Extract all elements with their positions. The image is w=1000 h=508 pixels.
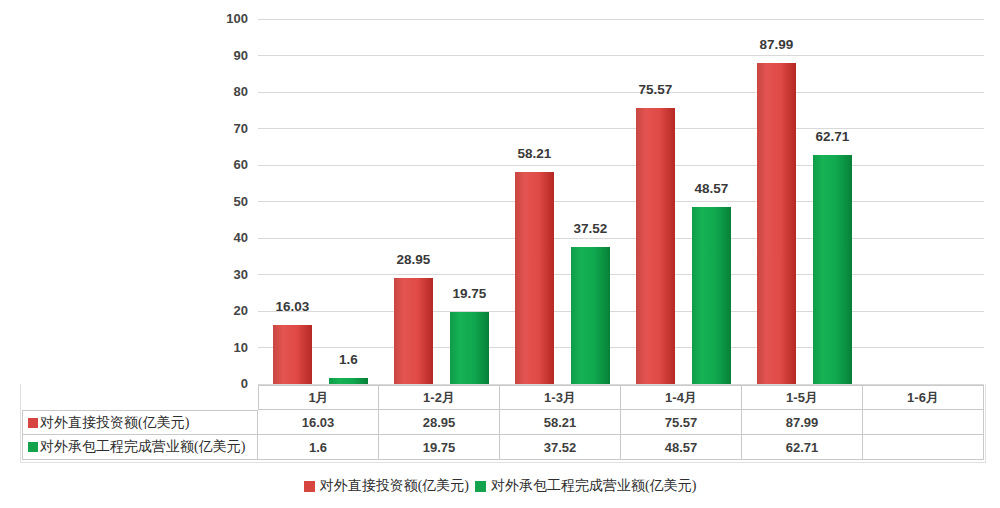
y-axis-tick-label: 40 xyxy=(200,230,248,246)
legend-item-contract: 对外承包工程完成营业额(亿美元) xyxy=(475,477,696,495)
y-axis-tick-label: 10 xyxy=(200,340,248,356)
gridline-10 xyxy=(258,347,984,348)
bar-investment-2 xyxy=(515,172,554,384)
bar-value-label: 48.57 xyxy=(667,181,756,197)
chart-page: { "chart_data": { "type": "bar", "catego… xyxy=(0,0,1000,508)
bar-value-label: 62.71 xyxy=(788,129,877,145)
bar-value-label: 1.6 xyxy=(304,352,393,368)
legend-label: 对外承包工程完成营业额(亿美元) xyxy=(491,477,696,495)
y-axis-tick-label: 80 xyxy=(200,84,248,100)
y-axis-tick-label: 90 xyxy=(200,48,248,64)
bar-value-label: 16.03 xyxy=(248,299,337,315)
bar-value-label: 87.99 xyxy=(732,37,821,53)
y-axis-tick-label: 100 xyxy=(200,11,248,27)
gridline-90 xyxy=(258,55,984,56)
bar-value-label: 75.57 xyxy=(611,82,700,98)
legend-item-investment: 对外直接投资额(亿美元) xyxy=(304,477,469,495)
bar-contract-3 xyxy=(692,207,731,384)
bar-value-label: 37.52 xyxy=(546,221,635,237)
legend-label: 对外直接投资额(亿美元) xyxy=(320,477,469,495)
y-axis-tick-label: 20 xyxy=(200,303,248,319)
gridline-40 xyxy=(258,238,984,239)
bar-value-label: 28.95 xyxy=(369,252,458,268)
gridline-100 xyxy=(258,19,984,20)
bar-contract-4 xyxy=(813,155,852,384)
bar-contract-2 xyxy=(571,247,610,384)
data-table-frame xyxy=(20,384,986,463)
y-axis-tick-label: 50 xyxy=(200,194,248,210)
legend-swatch-contract xyxy=(475,481,486,492)
bar-investment-3 xyxy=(636,108,675,384)
gridline-20 xyxy=(258,311,984,312)
gridline-30 xyxy=(258,274,984,275)
y-axis-tick-label: 70 xyxy=(200,121,248,137)
y-axis-tick-label: 30 xyxy=(200,267,248,283)
bar-value-label: 58.21 xyxy=(490,146,579,162)
gridline-50 xyxy=(258,201,984,202)
bar-investment-4 xyxy=(757,63,796,384)
y-axis-tick-label: 60 xyxy=(200,157,248,173)
bar-contract-1 xyxy=(450,312,489,384)
chart-legend: 对外直接投资额(亿美元) 对外承包工程完成营业额(亿美元) xyxy=(0,477,1000,496)
gridline-60 xyxy=(258,165,984,166)
bar-value-label: 19.75 xyxy=(425,286,514,302)
legend-swatch-investment xyxy=(304,481,315,492)
